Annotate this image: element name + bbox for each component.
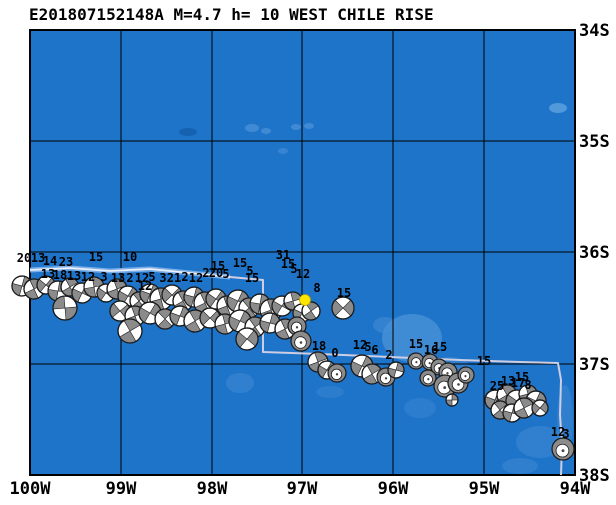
y-tick-label: 36S (579, 243, 610, 263)
beachball-label: 18 (312, 339, 326, 353)
beachball-label: 10 (123, 250, 137, 264)
beachball-label: 18 (53, 268, 67, 282)
beachball-label: 5 (290, 262, 297, 276)
focal-mechanism-beachball (106, 278, 128, 300)
beachball-label: 31 (276, 248, 290, 262)
beachball-label: 14 (43, 254, 57, 268)
beachball-label: 15 (245, 271, 259, 285)
bathymetry-patch (382, 314, 442, 362)
beachball-label: 13 (31, 251, 45, 265)
focal-mechanism-beachball (419, 369, 437, 387)
bathymetry-patch (226, 373, 254, 393)
beachball-label: 13 (67, 269, 81, 283)
x-tick-label: 94W (560, 479, 591, 499)
beachball-label: 21 (167, 271, 181, 285)
beachball-label: 15 (477, 354, 491, 368)
event-marker (299, 294, 311, 306)
beachball-label: 15 (409, 337, 423, 351)
beachball-label: 3 (159, 271, 166, 285)
focal-mechanism-beachball (287, 316, 307, 336)
beachball-label: 5 (148, 270, 155, 284)
beachball-label: 17 (511, 376, 525, 390)
focal-mechanism-beachball (327, 363, 347, 383)
focal-mechanism-beachball (331, 296, 355, 320)
beachball-label: 0 (331, 346, 338, 360)
focal-mechanism-beachball (531, 399, 549, 417)
focal-mechanism-beachball (117, 318, 143, 344)
bathymetry-patch (291, 124, 301, 130)
beachball-label: 2 (126, 271, 133, 285)
beachball-label: 8 (313, 281, 320, 295)
beachball-label: 15 (281, 257, 295, 271)
focal-mechanism-beachball (109, 300, 131, 322)
bathymetry-patch (304, 123, 314, 129)
beachball-label: 12 (551, 425, 565, 439)
beachball-label: 6 (371, 343, 378, 357)
bathymetry-patch (373, 317, 397, 333)
focal-mechanism-beachball (457, 366, 475, 384)
beachball-label: 5 (364, 340, 371, 354)
x-tick-label: 95W (469, 479, 500, 499)
x-tick-label: 100W (10, 479, 52, 499)
beachball-label: 2 (385, 348, 392, 362)
x-tick-label: 99W (106, 479, 137, 499)
beachball-label: 20 (17, 251, 31, 265)
beachball-label: 25 (490, 379, 504, 393)
bathymetry-patch (245, 124, 259, 132)
map-frame (29, 29, 576, 476)
beachball-label: 23 (59, 255, 73, 269)
beachball-label: 12 (135, 271, 149, 285)
beachball-label: 3 (100, 270, 107, 284)
beachball-label: 2 (202, 266, 209, 280)
beachball-label: 13 (111, 271, 125, 285)
bathymetry-patch (179, 128, 197, 136)
beachball-label: 15 (515, 370, 529, 384)
beachball-label: 12 (353, 338, 367, 352)
beachball-label: 13 (501, 374, 515, 388)
bathymetry-patch (404, 398, 436, 418)
focal-mechanism-beachball (154, 308, 176, 330)
bathymetry-patch (316, 386, 344, 398)
beachball-label: 12 (296, 267, 310, 281)
beachball-label: 16 (424, 343, 438, 357)
plate-boundary-line (229, 276, 563, 476)
bathymetry-patch (502, 458, 538, 474)
beachball-label: 12 (81, 270, 95, 284)
focal-mechanism-beachball (407, 352, 425, 370)
bathymetry-patch (261, 128, 271, 134)
bathymetry-patch (278, 148, 288, 154)
focal-mechanism-beachball (445, 393, 459, 407)
beachball-label: 15 (233, 256, 247, 270)
x-tick-label: 98W (197, 479, 228, 499)
beachball-label: 15 (89, 250, 103, 264)
y-tick-label: 35S (579, 132, 610, 152)
focal-mechanism-beachball (235, 327, 259, 351)
beachball-label: 5 (246, 264, 253, 278)
beachball-label: 15 (337, 286, 351, 300)
beachball-label: 5 (222, 267, 229, 281)
beachball-label: 20 (209, 266, 223, 280)
map-title: E201807152148A M=4.7 h= 10 WEST CHILE RI… (29, 5, 434, 24)
beachball-label: 12 (138, 279, 152, 293)
x-tick-label: 97W (287, 479, 318, 499)
beachball-label: 2 (181, 270, 188, 284)
beachball-label: 12 (189, 271, 203, 285)
beachball-label: 13 (41, 267, 55, 281)
focal-mechanism-beachball (551, 437, 575, 461)
focal-mechanism-beachball (290, 330, 312, 352)
bathymetry-patch (549, 103, 567, 113)
beachball-label: 15 (433, 340, 447, 354)
ridge-axis-line (29, 267, 231, 278)
y-tick-label: 37S (579, 355, 610, 375)
x-tick-label: 96W (378, 479, 409, 499)
focal-mechanism-beachball (387, 361, 405, 379)
y-tick-label: 38S (579, 466, 610, 486)
y-tick-label: 34S (579, 21, 610, 41)
focal-mechanism-beachball (52, 295, 78, 321)
beachball-label: 3 (562, 427, 569, 441)
beachball-label: 8 (524, 378, 531, 392)
beachball-label: 15 (211, 259, 225, 273)
